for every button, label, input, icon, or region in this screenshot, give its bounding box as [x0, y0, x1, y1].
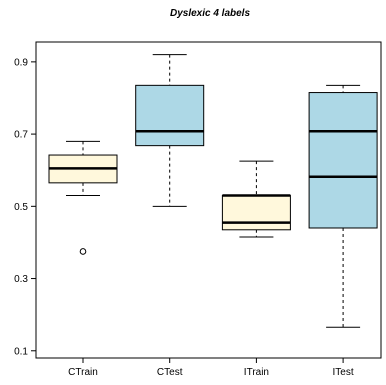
x-tick-label: CTest	[157, 367, 183, 378]
x-tick-label: CTrain	[68, 367, 98, 378]
x-tick-label: ITrain	[244, 367, 269, 378]
chart-title: Dyslexic 4 labels	[170, 8, 250, 19]
y-tick-label: 0.7	[14, 130, 28, 141]
box-ctest	[135, 54, 205, 207]
box-iqr	[308, 92, 378, 229]
box-iqr	[221, 194, 291, 231]
box-iqr	[135, 84, 205, 147]
plot-frame	[35, 41, 382, 359]
x-axis: CTrain CTest ITrain ITest	[68, 358, 354, 378]
box-ctrain	[48, 140, 118, 255]
box-itrain	[221, 160, 291, 238]
box-itest	[308, 84, 378, 328]
y-axis: 0.1 0.3 0.5 0.7 0.9	[14, 57, 36, 357]
y-tick-label: 0.1	[14, 346, 28, 357]
x-tick-label: ITest	[333, 367, 354, 378]
y-tick-label: 0.5	[14, 202, 28, 213]
y-tick-label: 0.9	[14, 57, 28, 68]
y-tick-label: 0.3	[14, 274, 28, 285]
outlier-point	[79, 248, 87, 255]
box-group	[48, 54, 378, 328]
